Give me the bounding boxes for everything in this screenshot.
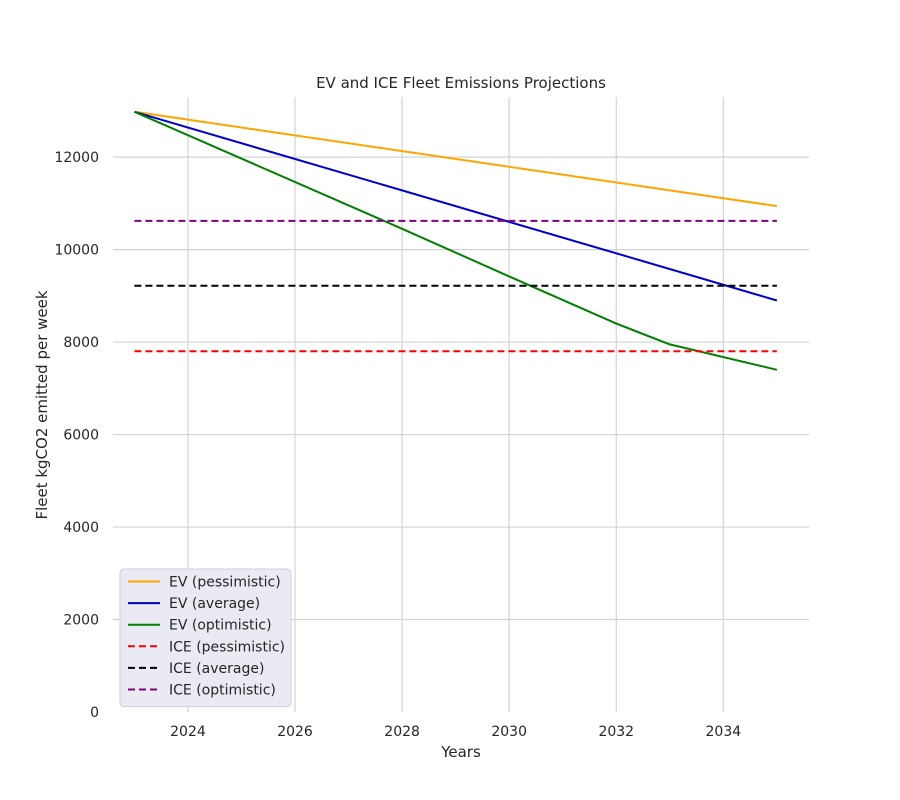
legend-label: EV (optimistic) [169, 618, 272, 634]
legend-label: EV (pessimistic) [169, 575, 281, 591]
legend-box [119, 568, 292, 708]
legend-label: ICE (pessimistic) [169, 639, 285, 655]
y-tick-label: 2000 [63, 613, 99, 629]
x-tick-labels: 2024 2026 2028 2030 2032 2034 [170, 724, 741, 740]
y-tick-labels: 0 2000 4000 6000 8000 10000 12000 [54, 150, 99, 721]
series-line-ev-optimistic [133, 110, 778, 371]
series-line-ev-pessimistic [134, 110, 778, 208]
y-tick-label: 6000 [63, 428, 99, 444]
x-tick-label: 2032 [598, 724, 634, 740]
y-tick-label: 4000 [63, 520, 99, 536]
legend-label: EV (average) [169, 596, 260, 612]
y-tick-label: 0 [90, 705, 99, 721]
y-tick-label: 10000 [54, 243, 99, 259]
x-tick-label: 2026 [277, 724, 313, 740]
legend: EV (pessimistic) EV (average) EV (optimist… [119, 568, 292, 708]
chart-title: EV and ICE Fleet Emissions Projections [316, 74, 606, 92]
legend-label: ICE (optimistic) [169, 683, 276, 699]
legend-label: ICE (average) [169, 661, 264, 677]
series-line-ev-average [134, 110, 778, 302]
x-tick-label: 2034 [706, 724, 742, 740]
x-tick-label: 2028 [384, 724, 420, 740]
y-tick-label: 8000 [63, 335, 99, 351]
x-axis-label: Years [440, 743, 481, 761]
y-axis-label: Fleet kgCO2 emitted per week [33, 290, 51, 519]
x-tick-label: 2030 [491, 724, 527, 740]
x-tick-label: 2024 [170, 724, 206, 740]
y-tick-label: 12000 [54, 150, 99, 166]
series-lines [133, 110, 778, 371]
